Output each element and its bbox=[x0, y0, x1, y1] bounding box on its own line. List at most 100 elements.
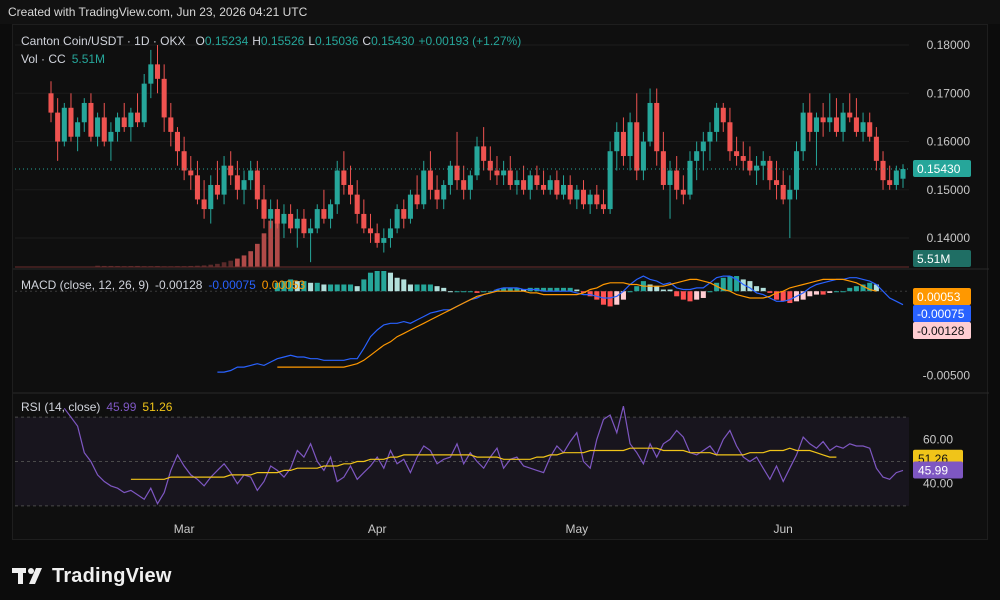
price-axis-label: 0.18000 bbox=[927, 38, 971, 52]
candle-body bbox=[194, 175, 200, 200]
macd-histogram-bar bbox=[720, 277, 726, 292]
macd-histogram-bar bbox=[620, 291, 626, 300]
volume-bar bbox=[135, 265, 140, 267]
candle-body bbox=[534, 175, 540, 185]
created-with-text: Created with TradingView.com, Jun 23, 20… bbox=[8, 5, 308, 19]
candle-body bbox=[341, 170, 347, 185]
candle-body bbox=[900, 169, 906, 179]
macd-histogram-bar bbox=[800, 291, 806, 300]
candle-body bbox=[121, 117, 127, 128]
macd-histogram-bar bbox=[348, 284, 354, 292]
legend-h-label: H bbox=[252, 34, 261, 48]
macd-histogram-bar bbox=[521, 289, 527, 292]
macd-histogram-bar bbox=[481, 291, 487, 293]
candle-body bbox=[707, 131, 713, 142]
candle-body bbox=[867, 122, 873, 137]
rsi-badge-bg bbox=[913, 461, 963, 479]
candle-body bbox=[308, 228, 314, 234]
legend-symbol: Canton Coin/USDT · 1D · OKX bbox=[21, 34, 186, 48]
candle-body bbox=[700, 141, 706, 152]
legend-l-value: 0.15036 bbox=[315, 34, 359, 48]
candle-body bbox=[461, 180, 467, 190]
macd-histogram-bar bbox=[680, 291, 686, 300]
candle-body bbox=[807, 112, 813, 132]
candle-body bbox=[567, 184, 573, 200]
macd-histogram-bar bbox=[727, 276, 733, 292]
macd-signal-badge: 0.00053 bbox=[917, 290, 961, 304]
rsi-ma-line bbox=[130, 447, 837, 480]
volume-bar bbox=[201, 265, 207, 267]
macd-histogram-bar bbox=[847, 287, 853, 292]
rsi-legend-label: RSI (14, close) bbox=[21, 400, 100, 414]
candle-body bbox=[381, 238, 387, 243]
candle-body bbox=[780, 184, 786, 200]
macd-histogram-bar bbox=[394, 277, 400, 292]
candle-body bbox=[514, 180, 520, 185]
macd-histogram-bar bbox=[541, 287, 547, 292]
candle-body bbox=[401, 209, 407, 219]
macd-histogram-bar bbox=[381, 271, 387, 292]
candle-body bbox=[81, 102, 87, 123]
candle-body bbox=[747, 160, 753, 171]
candle-body bbox=[840, 112, 846, 132]
candle-body bbox=[580, 189, 587, 205]
macd-histogram-bar bbox=[807, 291, 813, 297]
candle-body bbox=[188, 170, 194, 176]
macd-histogram-bar bbox=[361, 279, 367, 292]
volume-bar bbox=[195, 265, 200, 267]
rsi-legend-value: 45.99 bbox=[106, 400, 136, 414]
legend-change: +0.00193 (+1.27%) bbox=[418, 34, 521, 48]
candle-body bbox=[61, 107, 67, 142]
legend-c-value: 0.15430 bbox=[371, 34, 415, 48]
macd-histogram-bar bbox=[674, 291, 680, 297]
macd-legend-label: MACD (close, 12, 26, 9) bbox=[21, 278, 149, 292]
legend-o-value: 0.15234 bbox=[205, 34, 249, 48]
macd-histogram-bar bbox=[407, 284, 413, 292]
candle-body bbox=[214, 184, 220, 195]
candle-body bbox=[760, 160, 766, 166]
candle-body bbox=[887, 180, 893, 185]
macd-line-badge: -0.00075 bbox=[917, 307, 965, 321]
macd-histogram-bar bbox=[700, 291, 706, 298]
legend-l-label: L bbox=[308, 34, 315, 48]
candle-body bbox=[141, 83, 147, 123]
macd-histogram-bar bbox=[774, 291, 780, 300]
macd-histogram-bar bbox=[654, 286, 660, 292]
candle-body bbox=[115, 117, 121, 132]
candle-body bbox=[221, 165, 227, 195]
macd-histogram-bar bbox=[813, 291, 819, 295]
macd-histogram-bar bbox=[660, 289, 666, 292]
macd-histogram-bar bbox=[873, 284, 879, 292]
volume-bar bbox=[108, 265, 114, 267]
candle-body bbox=[334, 170, 340, 205]
candle-body bbox=[161, 78, 167, 118]
candle-body bbox=[634, 122, 640, 171]
macd-histogram-bar bbox=[780, 291, 786, 302]
candle-body bbox=[827, 117, 833, 123]
macd-histogram-bar bbox=[467, 291, 473, 293]
rsi-axis-label: 60.00 bbox=[923, 432, 953, 446]
candle-body bbox=[680, 189, 686, 195]
candle-body bbox=[274, 209, 280, 224]
chart-canvas[interactable]: 0.18000 0.17000 0.16000 0.15000 0.14000 0.154… bbox=[13, 25, 989, 541]
candle-body bbox=[288, 213, 294, 229]
candle-body bbox=[394, 209, 400, 229]
macd-histogram-bar bbox=[587, 291, 593, 297]
macd-histogram-bar bbox=[734, 276, 740, 292]
candle-body bbox=[714, 107, 720, 132]
macd-histogram-bar bbox=[840, 291, 846, 293]
macd-histogram-bar bbox=[694, 291, 700, 300]
candle-body bbox=[654, 102, 660, 152]
candle-body bbox=[893, 170, 899, 185]
chart-frame[interactable]: 0.18000 0.17000 0.16000 0.15000 0.14000 0.154… bbox=[12, 24, 989, 541]
macd-histogram-bar bbox=[634, 286, 640, 292]
price-badge-bg bbox=[913, 160, 971, 178]
candle-body bbox=[667, 170, 673, 185]
candle-body bbox=[647, 102, 653, 142]
candle-body bbox=[614, 131, 620, 152]
candle-body bbox=[208, 184, 214, 210]
macd-histogram-bar bbox=[760, 287, 766, 292]
candle-body bbox=[301, 218, 307, 234]
candle-body bbox=[793, 151, 800, 190]
candle-body bbox=[427, 170, 433, 190]
